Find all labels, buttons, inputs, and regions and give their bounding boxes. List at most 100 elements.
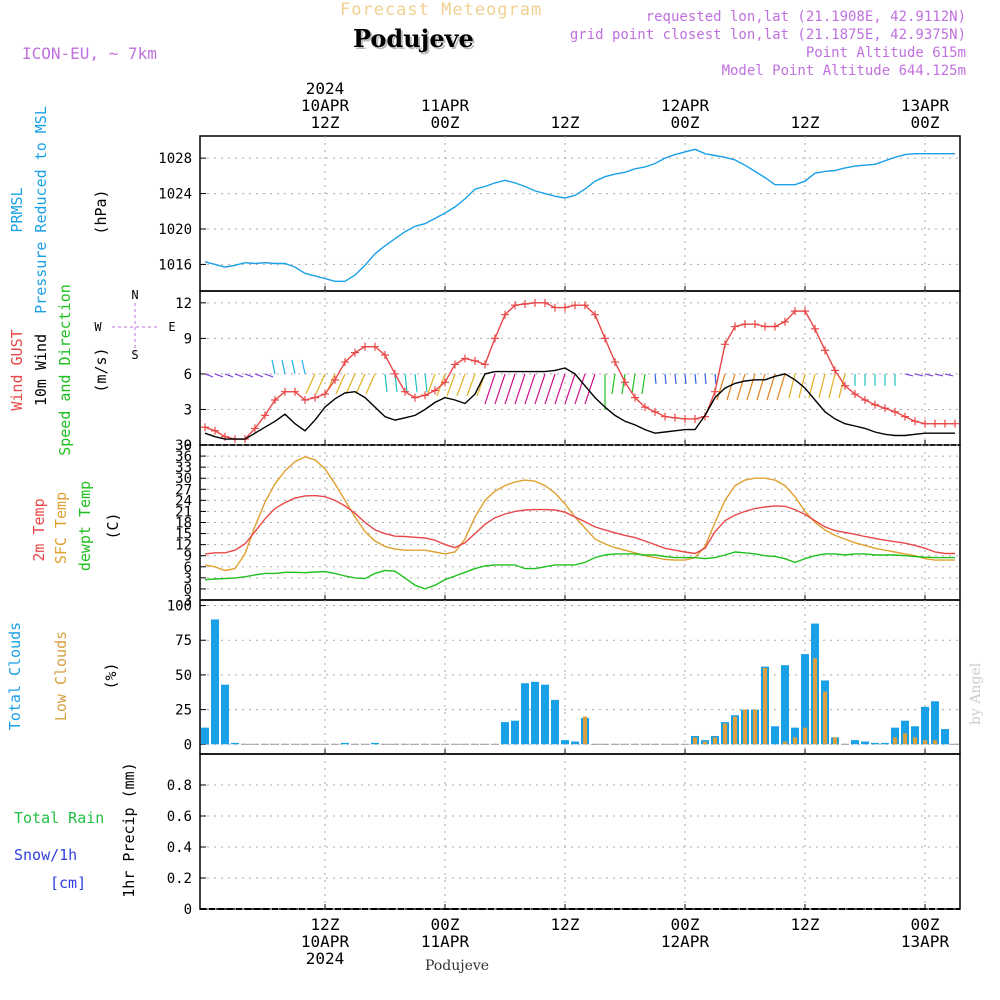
wind-direction-arrow [414,373,418,392]
gust-marker [571,301,579,310]
temperature-ytick-label: 0 [184,582,192,598]
temperature-ytick-label: 30 [175,471,192,487]
gust-marker [351,348,359,357]
wind-direction-arrow [224,373,234,378]
compass-s: S [131,348,138,362]
wind-direction-arrow [611,373,616,395]
gust-marker [311,393,319,402]
top-time-label: 13APR [901,96,950,115]
wind-direction-arrow [756,373,766,401]
temp-unit: (C) [104,512,122,539]
low-cloud-bar [923,740,927,745]
gust-marker [281,387,289,396]
gust-marker [781,317,789,326]
low-cloud-bar [793,737,797,745]
gust-marker [691,414,699,423]
gust-marker [201,423,209,432]
wind-direction-arrow [766,373,776,401]
total-cloud-bar [221,684,229,745]
precip-ytick-label: 0.6 [167,809,192,825]
total-cloud-bar [791,727,799,745]
gust-marker [741,320,749,329]
top-time-label: 00Z [671,113,700,132]
total-cloud-bar [211,619,219,745]
bottom-time-label: 11APR [421,932,470,951]
wind-direction-arrow [466,373,476,397]
total-cloud-bar [911,726,919,745]
gust-marker [541,298,549,307]
temperature-ytick-label: 3 [184,571,192,587]
gust-marker [871,400,879,409]
sfc-temp-line [204,456,955,572]
bottom-time-label: 10APR [301,932,350,951]
wind-direction-arrow [264,373,274,378]
gust-marker [531,298,539,307]
wind-direction-arrow [335,373,346,395]
footer-location: Podujeve [425,958,490,974]
wind-direction-arrow [355,373,366,395]
wind-direction-arrow [281,359,286,375]
wind-direction-arrow [704,373,707,384]
gust-marker [341,358,349,367]
low-cloud-bar [713,737,717,745]
wind-direction-arrow [484,373,496,405]
temperature-ytick-label: 18 [175,516,192,532]
compass-cross [112,303,158,353]
total-cloud-bar [551,699,559,745]
sfc-temp-label: SFC Temp [52,492,70,564]
gust-marker [441,378,449,387]
wind-direction-arrow [456,373,466,397]
gust-label: Wind GUST [8,329,26,410]
model-label: ICON-EU, ~ 7km [22,44,157,63]
wind-direction-arrow [301,359,306,375]
gust-line [204,302,955,440]
temperature-ytick-label: 27 [175,482,192,498]
wind-ytick-label: 0 [184,438,192,454]
gust-marker [791,307,799,316]
total-clouds-label: Total Clouds [6,622,24,730]
wind-direction-arrow [234,373,244,378]
temperature-ytick-label: 6 [184,560,192,576]
wind-direction-arrow [524,373,536,405]
compass-w: W [94,320,102,334]
wind-direction-arrow [504,373,516,405]
temperature-ytick-label: 36 [175,449,192,465]
wind-ytick-label: 3 [184,402,192,418]
pressure-line [204,148,955,282]
wind-direction-arrow [631,373,636,395]
gust-marker [881,404,889,413]
low-cloud-bar [933,740,937,745]
low-cloud-bar [903,733,907,745]
wind-ytick-label: 9 [184,331,192,347]
clouds-frame [199,599,961,755]
wind-direction-arrow [574,373,586,405]
gust-marker [211,426,219,435]
pressure-ytick-label: 1024 [158,187,192,203]
gust-marker [411,393,419,402]
low-cloud-bar [783,741,787,745]
bottom-time-label: 00Z [671,915,700,934]
total-cloud-bar [891,727,899,745]
wind-direction-arrow [345,373,356,395]
gust-marker [831,366,839,375]
total-cloud-bar [541,684,549,745]
gust-marker [601,334,609,343]
gust-marker [721,340,729,349]
wind-direction-arrow [564,373,576,405]
t2m-line [204,494,955,555]
gust-marker [481,360,489,369]
total-cloud-bar [201,727,209,745]
pressure-label: PRMSL [8,187,26,232]
low-cloud-bar [763,667,767,745]
temperature-ytick-label: 24 [175,493,192,509]
top-time-label: 12APR [661,96,710,115]
gust-marker [951,419,959,428]
precip-ytick-label: 0.2 [167,871,192,887]
gust-marker [671,413,679,422]
precip-frame [199,753,961,910]
grid-point-coords: grid point closest lon,lat (21.1875E, 42… [569,27,966,43]
temperature-ytick-label: 15 [175,527,192,543]
top-time-label: 11APR [421,96,470,115]
total-cloud-bar [231,742,239,745]
